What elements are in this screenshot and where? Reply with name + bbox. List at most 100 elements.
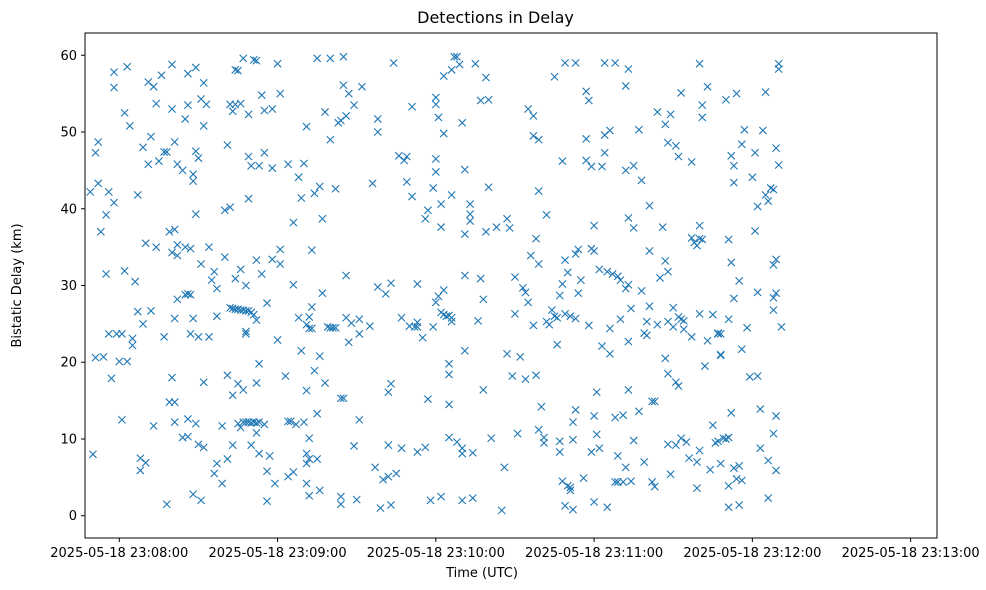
data-point: [721, 95, 730, 104]
data-point: [168, 373, 177, 382]
data-point: [547, 306, 556, 315]
data-point: [756, 405, 765, 414]
data-point: [197, 260, 206, 268]
data-point: [445, 370, 454, 379]
data-point: [500, 463, 509, 472]
data-point: [131, 277, 140, 286]
data-point: [305, 454, 314, 463]
data-point: [677, 88, 686, 97]
data-point: [99, 352, 108, 361]
data-point: [445, 433, 454, 442]
data-point: [160, 147, 169, 156]
data-point: [679, 316, 688, 325]
data-point: [671, 378, 680, 387]
data-point: [555, 448, 564, 457]
data-point: [521, 288, 530, 297]
data-point: [624, 65, 633, 74]
data-point: [574, 289, 583, 298]
data-point: [737, 476, 746, 485]
data-point: [384, 441, 393, 450]
data-point: [685, 454, 694, 463]
y-tick-label: 30: [60, 279, 77, 294]
data-point: [708, 310, 717, 319]
data-point: [590, 246, 599, 255]
data-point: [568, 418, 577, 427]
data-point: [244, 152, 253, 161]
data-point: [582, 156, 591, 165]
data-point: [197, 496, 206, 505]
data-point: [313, 454, 322, 463]
data-point: [587, 162, 596, 171]
data-point: [255, 418, 264, 427]
data-point: [772, 466, 781, 475]
data-point: [152, 243, 161, 252]
data-point: [740, 125, 749, 134]
data-point: [568, 435, 577, 444]
data-point: [447, 313, 456, 322]
data-point: [534, 260, 543, 268]
data-point: [125, 121, 134, 130]
data-point: [260, 420, 269, 429]
data-point: [252, 418, 261, 427]
data-point: [510, 309, 519, 318]
data-point: [447, 65, 456, 74]
data-point: [452, 438, 461, 447]
data-point: [529, 321, 538, 330]
data-point: [265, 451, 274, 460]
data-point: [653, 108, 662, 117]
y-tick-label: 60: [60, 49, 77, 64]
data-point: [318, 289, 327, 298]
data-point: [460, 271, 469, 280]
data-point: [481, 73, 490, 82]
data-point: [724, 315, 733, 324]
data-point: [421, 214, 430, 223]
y-tick-label: 10: [60, 432, 77, 447]
data-point: [476, 96, 485, 105]
data-point: [305, 312, 314, 321]
data-point: [207, 276, 216, 285]
data-point: [431, 100, 440, 109]
data-point: [302, 479, 311, 488]
data-point: [386, 279, 395, 288]
data-point: [439, 129, 448, 138]
data-point: [355, 315, 364, 324]
data-point: [624, 337, 633, 346]
data-point: [263, 467, 271, 476]
data-point: [189, 490, 198, 499]
data-point: [299, 159, 308, 168]
data-point: [772, 255, 781, 264]
data-point: [611, 413, 620, 422]
data-point: [115, 357, 124, 366]
data-point: [439, 71, 448, 80]
data-point: [302, 320, 311, 329]
data-point: [624, 213, 633, 222]
data-point: [616, 315, 625, 324]
data-point: [764, 456, 773, 465]
data-point: [542, 210, 551, 219]
data-point: [181, 243, 190, 252]
data-point: [737, 345, 746, 354]
data-point: [170, 418, 179, 427]
data-point: [86, 187, 95, 196]
data-point: [563, 268, 572, 277]
data-point: [289, 218, 298, 227]
data-point: [263, 299, 271, 308]
data-point: [729, 178, 738, 187]
data-point: [231, 274, 240, 283]
data-point: [302, 459, 311, 468]
data-point: [756, 444, 765, 453]
data-point: [532, 234, 541, 243]
data-point: [189, 170, 198, 179]
data-point: [120, 266, 129, 275]
x-tick-label: 2025-05-18 23:10:00: [367, 546, 505, 561]
data-point: [529, 131, 538, 140]
data-point: [252, 256, 261, 265]
data-point: [634, 125, 643, 134]
data-point: [437, 492, 446, 501]
data-point: [708, 421, 717, 430]
data-point: [624, 280, 633, 289]
data-point: [474, 316, 483, 325]
data-point: [748, 173, 757, 182]
data-point: [532, 371, 541, 380]
data-point: [777, 322, 786, 331]
